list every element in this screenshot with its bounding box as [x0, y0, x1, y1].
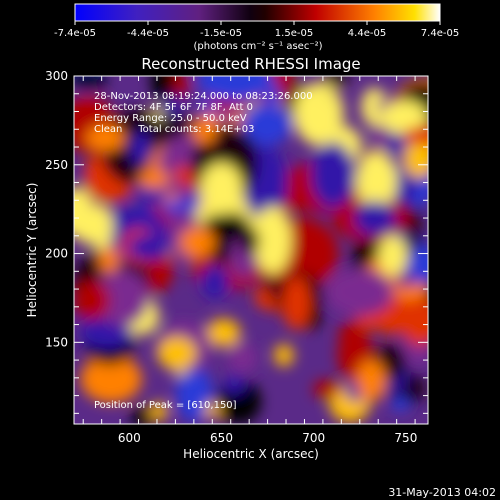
heatmap-blob — [129, 131, 151, 166]
colorbar: -7.4e-05 -4.4e-05 -1.5e-05 1.5e-05 4.4e-05 7.… — [54, 3, 459, 52]
colorbar-unit-label: (photons cm⁻² s⁻¹ asec⁻²) — [193, 41, 322, 52]
heatmap-blob — [89, 203, 113, 251]
heatmap-blob — [253, 206, 292, 274]
heatmap-blob — [74, 76, 107, 90]
y-tick-label: 150 — [45, 335, 68, 349]
heatmap-blob — [77, 225, 94, 245]
heatmap-blob — [204, 402, 221, 419]
heatmap-blob — [274, 343, 294, 367]
heatmap-blob — [241, 102, 292, 146]
y-tick-label: 200 — [45, 247, 68, 261]
heatmap-blob — [391, 396, 410, 412]
heatmap-blob — [98, 246, 119, 274]
annotation-energy-range: Energy Range: 25.0 - 50.0 keV — [94, 113, 247, 124]
heatmap-blob — [378, 235, 407, 276]
annotation-detectors: Detectors: 4F 5F 6F 7F 8F, Att 0 — [94, 102, 253, 113]
heatmap-blob — [74, 280, 110, 321]
heatmap-blob — [361, 87, 388, 127]
heatmap-blob — [403, 126, 428, 145]
colorbar-tick-label: -1.5e-05 — [200, 28, 242, 39]
heatmap-blob — [403, 140, 428, 178]
heatmap-blob — [324, 76, 349, 87]
y-axis-label: Heliocentric Y (arcsec) — [25, 183, 39, 318]
heatmap-blob — [353, 200, 396, 236]
heatmap-blob — [196, 76, 274, 102]
heatmap-blob — [227, 342, 258, 374]
heatmap-blob — [381, 100, 428, 135]
colorbar-tick-label: -7.4e-05 — [54, 28, 96, 39]
y-axis: 150 200 250 300 — [45, 69, 428, 414]
heatmap-blob — [355, 151, 397, 210]
annotation-peak-position: Position of Peak = [610,150] — [94, 400, 237, 411]
heatmap-blob — [150, 401, 168, 421]
colorbar-tick-label: 4.4e-05 — [348, 28, 386, 39]
heatmap-blob — [175, 364, 213, 422]
heatmap-blob — [156, 336, 197, 370]
heatmap-blob — [200, 162, 243, 215]
heatmap-blob — [150, 76, 175, 103]
heatmap-blob — [138, 169, 170, 189]
heatmap-image — [74, 76, 428, 424]
x-axis: 600 650 700 750 — [82, 76, 417, 445]
heatmap-blob — [200, 264, 230, 300]
heatmap-blob — [80, 354, 142, 403]
colorbar-gradient — [74, 3, 441, 22]
heatmap-blob — [310, 141, 356, 208]
heatmap-blob — [282, 276, 312, 331]
heatmap-blob — [85, 124, 126, 152]
annotation-time-range: 28-Nov-2013 08:19:24.000 to 08:23:26.000 — [94, 91, 313, 102]
heatmap-blob — [386, 132, 410, 157]
plot-frame — [73, 75, 429, 425]
heatmap-blob — [224, 374, 245, 395]
heatmap-blob — [206, 318, 241, 347]
heatmap-blob — [179, 226, 216, 258]
heatmap-blob — [356, 359, 386, 402]
colorbar-tick-label: 1.5e-05 — [275, 28, 313, 39]
heatmap-blob — [293, 93, 341, 140]
annotation-clean-counts: Clean Total counts: 3.14E+03 — [94, 124, 254, 135]
footer-date: 31-May-2013 04:02 — [388, 486, 496, 499]
heatmap-blob — [313, 379, 340, 399]
heatmap-blob — [407, 244, 428, 284]
heatmap-blob — [130, 407, 156, 424]
heatmap-blob — [265, 84, 282, 108]
colorbar-tick-label: -4.4e-05 — [127, 28, 169, 39]
x-tick-label: 750 — [394, 431, 417, 445]
x-tick-label: 650 — [210, 431, 233, 445]
colorbar-tick-label: 7.4e-05 — [421, 28, 459, 39]
heatmap-blob — [192, 119, 217, 145]
heatmap-blob — [74, 187, 95, 237]
x-tick-label: 600 — [118, 431, 141, 445]
x-axis-label: Heliocentric X (arcsec) — [183, 447, 319, 461]
heatmap-blob — [126, 234, 171, 261]
chart-title: Reconstructed RHESSI Image — [141, 55, 360, 73]
heatmap-blob — [325, 268, 394, 316]
y-tick-label: 300 — [45, 69, 68, 83]
annotation-block: 28-Nov-2013 08:19:24.000 to 08:23:26.000… — [94, 91, 313, 411]
x-tick-label: 700 — [302, 431, 325, 445]
heatmap-blob — [93, 269, 150, 327]
y-tick-label: 250 — [45, 158, 68, 172]
heatmap-blob — [239, 227, 260, 255]
